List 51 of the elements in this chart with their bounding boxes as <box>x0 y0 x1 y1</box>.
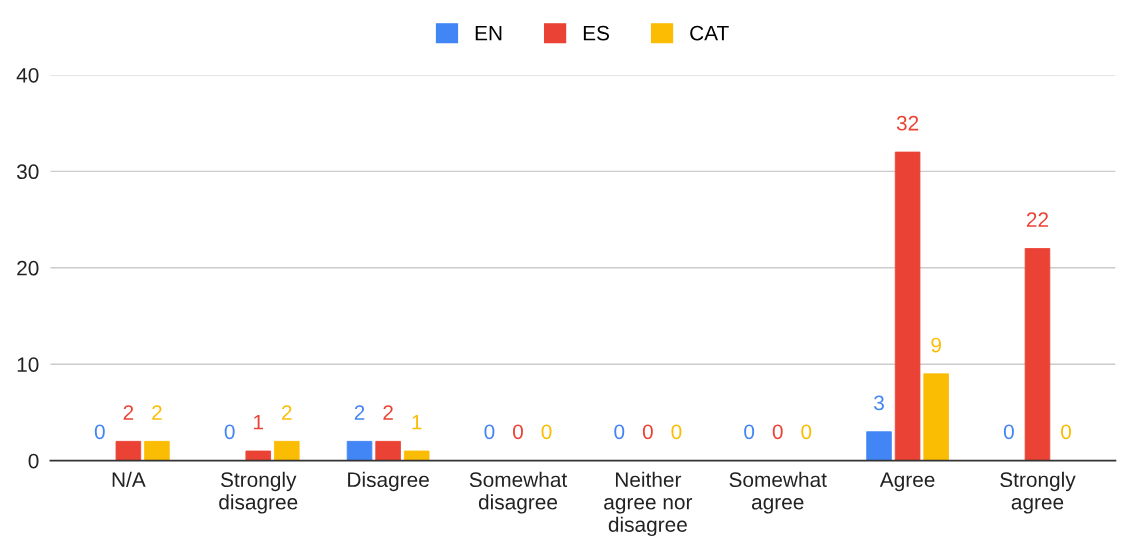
data-label: 0 <box>1061 424 1072 440</box>
data-label: 32 <box>896 115 919 131</box>
bar <box>375 440 401 461</box>
data-label: 0 <box>94 424 105 440</box>
y-tick-label: 0 <box>28 453 39 469</box>
bar <box>144 440 170 461</box>
data-label: 1 <box>254 414 264 430</box>
data-label: 0 <box>224 424 235 440</box>
data-label: 0 <box>614 424 625 440</box>
data-label: 0 <box>772 424 783 440</box>
legend-label: CAT <box>690 25 729 41</box>
legend-label: EN <box>475 25 502 41</box>
bar <box>245 450 271 461</box>
x-tick-label: Somewhat agree <box>729 471 827 514</box>
y-tick-label: 10 <box>17 357 39 372</box>
x-tick-label: Strongly disagree <box>219 471 298 514</box>
x-tick-label: Agree <box>879 472 935 492</box>
data-label: 3 <box>874 395 884 411</box>
x-tick-label: Strongly agree <box>1000 471 1076 514</box>
legend-label: ES <box>583 25 610 41</box>
bar <box>866 431 892 461</box>
y-tick-label: 30 <box>16 164 39 180</box>
data-label: 0 <box>744 424 755 440</box>
data-label: 0 <box>671 424 682 440</box>
data-label: 2 <box>354 405 365 420</box>
y-tick-label: 20 <box>17 260 39 276</box>
bar <box>346 440 373 461</box>
data-label: 2 <box>383 405 393 420</box>
x-tick-label: Neither agree nor disagree <box>604 471 693 537</box>
bar <box>403 450 430 461</box>
bar <box>923 373 949 461</box>
data-label: 2 <box>282 405 292 420</box>
data-label: 9 <box>931 337 941 353</box>
data-label: 0 <box>513 424 523 440</box>
bar <box>115 440 142 461</box>
data-label: 0 <box>541 424 552 440</box>
data-label: 2 <box>123 405 134 420</box>
bar <box>274 440 300 461</box>
data-label: 1 <box>412 414 422 430</box>
x-tick-label: Somewhat disagree <box>469 471 568 514</box>
data-label: 0 <box>801 424 812 440</box>
data-label: 22 <box>1026 212 1049 227</box>
data-label: 0 <box>1003 424 1014 440</box>
y-tick-label: 40 <box>16 67 39 83</box>
x-tick-label: Disagree <box>348 471 429 492</box>
data-label: 2 <box>152 405 162 420</box>
bar <box>894 151 921 461</box>
bar <box>1024 248 1051 461</box>
x-tick-label: N/A <box>112 471 146 488</box>
data-label: 0 <box>484 424 495 440</box>
data-label: 0 <box>642 424 653 440</box>
